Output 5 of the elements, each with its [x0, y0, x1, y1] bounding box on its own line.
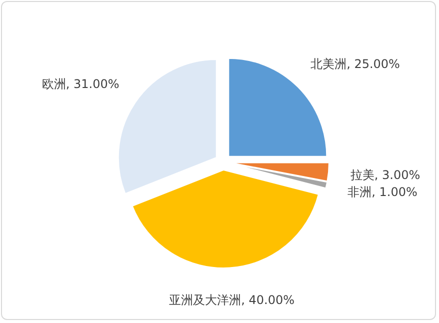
slice-label: 拉美, 3.00%: [350, 166, 420, 183]
slice-label: 欧洲, 31.00%: [42, 76, 120, 92]
slice-label: 亚洲及大洋洲, 40.00%: [169, 292, 295, 308]
slice-label: 非洲, 1.00%: [348, 184, 418, 200]
slice-label: 北美洲, 25.00%: [310, 56, 400, 72]
